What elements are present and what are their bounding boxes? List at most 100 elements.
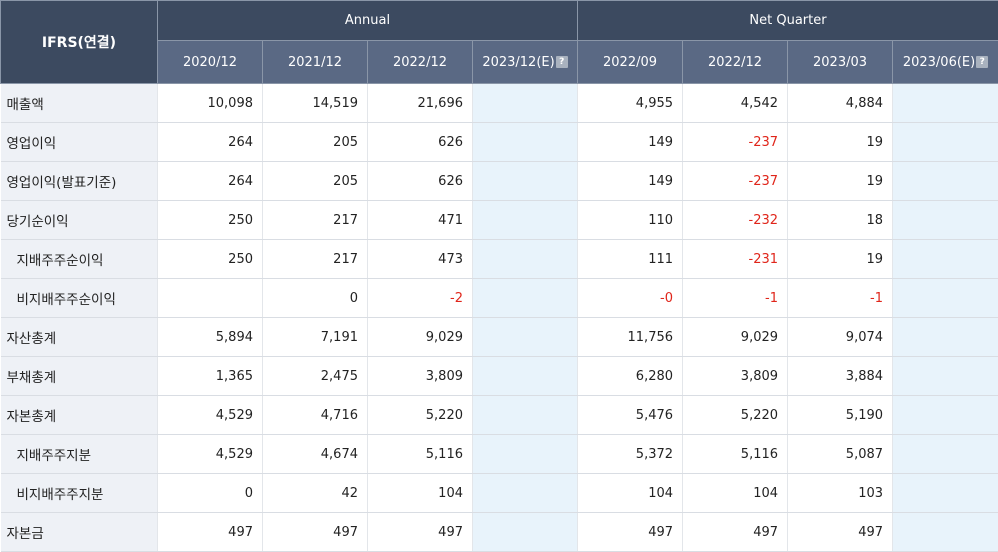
table-cell: -237 xyxy=(683,162,788,201)
table-cell: 18 xyxy=(788,201,893,240)
quarter-group-header: Net Quarter xyxy=(578,1,998,41)
table-cell xyxy=(893,123,998,162)
table-cell: 5,116 xyxy=(368,435,473,474)
table-cell: 42 xyxy=(263,474,368,513)
row-label: 자본총계 xyxy=(1,396,158,435)
table-cell: 205 xyxy=(263,162,368,201)
table-cell: 497 xyxy=(158,513,263,552)
table-cell: 5,220 xyxy=(683,396,788,435)
table-cell: 104 xyxy=(368,474,473,513)
table-cell xyxy=(473,357,578,396)
table-cell: 9,074 xyxy=(788,318,893,357)
table-cell: 217 xyxy=(263,240,368,279)
table-cell xyxy=(893,201,998,240)
table-cell xyxy=(473,84,578,123)
table-cell: 205 xyxy=(263,123,368,162)
row-label: 부채총계 xyxy=(1,357,158,396)
table-cell: 4,529 xyxy=(158,435,263,474)
table-cell: 497 xyxy=(788,513,893,552)
table-cell xyxy=(473,123,578,162)
table-cell: 6,280 xyxy=(578,357,683,396)
row-label: 자본금 xyxy=(1,513,158,552)
table-cell xyxy=(893,318,998,357)
period-header: 2023/03 xyxy=(788,41,893,84)
table-cell: 5,220 xyxy=(368,396,473,435)
table-cell xyxy=(893,357,998,396)
table-cell xyxy=(893,435,998,474)
table-cell: -1 xyxy=(788,279,893,318)
table-cell: 264 xyxy=(158,123,263,162)
table-cell: 21,696 xyxy=(368,84,473,123)
estimate-info-icon[interactable]: ? xyxy=(976,56,988,68)
table-cell: 4,542 xyxy=(683,84,788,123)
table-cell: 149 xyxy=(578,123,683,162)
table-cell: -232 xyxy=(683,201,788,240)
table-cell: 250 xyxy=(158,201,263,240)
table-cell: -231 xyxy=(683,240,788,279)
table-cell: 10,098 xyxy=(158,84,263,123)
table-cell: 4,529 xyxy=(158,396,263,435)
estimate-info-icon[interactable]: ? xyxy=(556,56,568,68)
table-cell xyxy=(893,396,998,435)
table-cell xyxy=(893,279,998,318)
table-cell: 5,116 xyxy=(683,435,788,474)
table-cell: 104 xyxy=(683,474,788,513)
table-cell: 3,884 xyxy=(788,357,893,396)
table-cell: 473 xyxy=(368,240,473,279)
table-cell: 217 xyxy=(263,201,368,240)
table-cell: 626 xyxy=(368,123,473,162)
table-cell: 9,029 xyxy=(683,318,788,357)
table-cell xyxy=(893,474,998,513)
table-cell xyxy=(893,240,998,279)
period-label: 2023/06(E) xyxy=(903,55,975,70)
period-header: 2020/12 xyxy=(158,41,263,84)
table-cell xyxy=(473,318,578,357)
table-cell: 19 xyxy=(788,240,893,279)
table-cell: -2 xyxy=(368,279,473,318)
table-cell: 5,372 xyxy=(578,435,683,474)
table-cell xyxy=(473,513,578,552)
table-cell xyxy=(473,201,578,240)
table-cell: 497 xyxy=(683,513,788,552)
table-cell xyxy=(893,84,998,123)
table-cell xyxy=(473,162,578,201)
row-label: 자산총계 xyxy=(1,318,158,357)
table-cell: 497 xyxy=(368,513,473,552)
table-cell: 471 xyxy=(368,201,473,240)
table-cell: 5,190 xyxy=(788,396,893,435)
table-cell: 264 xyxy=(158,162,263,201)
table-cell xyxy=(893,162,998,201)
table-cell xyxy=(473,474,578,513)
table-cell: 0 xyxy=(158,474,263,513)
row-label: 지배주주순이익 xyxy=(1,240,158,279)
table-cell: 4,955 xyxy=(578,84,683,123)
table-cell: 11,756 xyxy=(578,318,683,357)
table-cell xyxy=(473,435,578,474)
table-cell: 497 xyxy=(263,513,368,552)
table-cell xyxy=(893,513,998,552)
table-cell: 2,475 xyxy=(263,357,368,396)
period-header-estimate: 2023/12(E)? xyxy=(473,41,578,84)
table-cell: 19 xyxy=(788,162,893,201)
row-label: 지배주주지분 xyxy=(1,435,158,474)
table-cell: 5,087 xyxy=(788,435,893,474)
period-header: 2022/09 xyxy=(578,41,683,84)
table-cell xyxy=(473,396,578,435)
table-cell: 4,674 xyxy=(263,435,368,474)
row-label: 영업이익 xyxy=(1,123,158,162)
table-cell: 4,716 xyxy=(263,396,368,435)
table-cell: 111 xyxy=(578,240,683,279)
table-cell: 4,884 xyxy=(788,84,893,123)
table-cell: 149 xyxy=(578,162,683,201)
table-cell: -1 xyxy=(683,279,788,318)
table-cell: 19 xyxy=(788,123,893,162)
table-cell: 497 xyxy=(578,513,683,552)
